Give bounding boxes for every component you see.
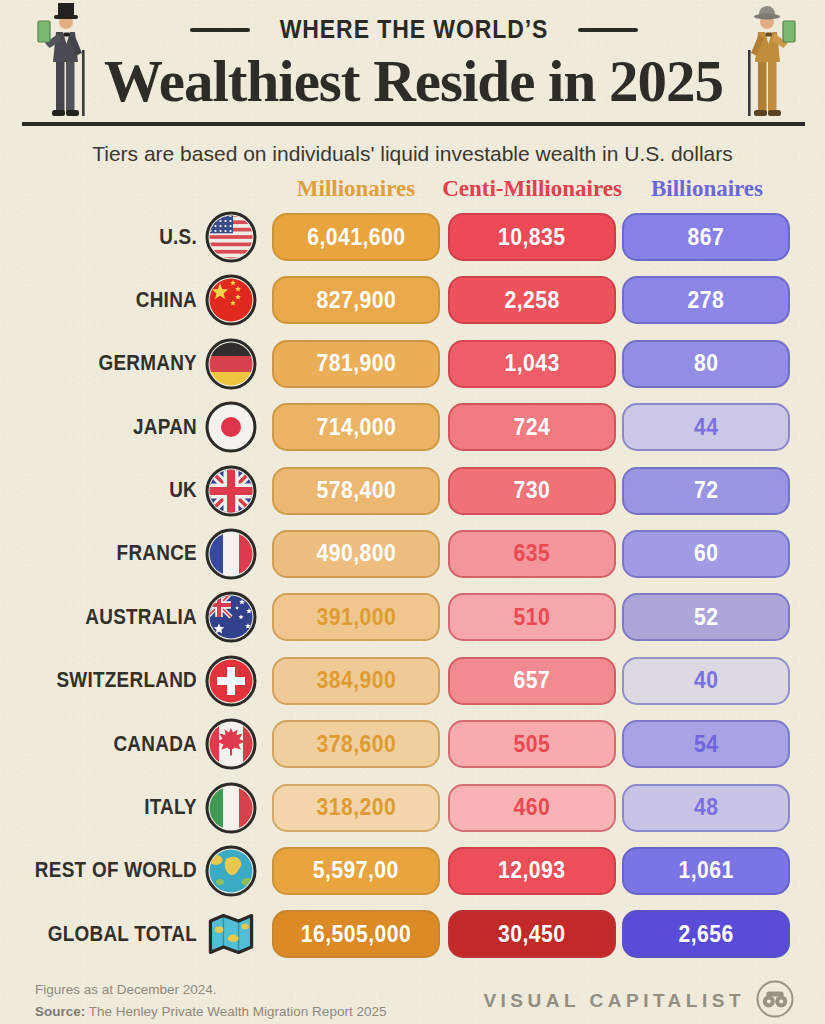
country-label: JAPAN [24, 415, 197, 440]
country-label: CANADA [24, 732, 197, 757]
ca-flag-icon [205, 718, 257, 770]
country-label: ITALY [24, 795, 197, 820]
billionaires-value: 44 [622, 403, 790, 451]
visual-capitalist-logo-icon [755, 979, 795, 1024]
country-label: GLOBAL TOTAL [24, 922, 197, 947]
centi-millionaires-value: 724 [448, 403, 616, 451]
millionaires-value: 318,200 [272, 784, 440, 832]
footer: Figures as at December 2024. Source: The… [0, 974, 825, 1024]
it-flag-icon [205, 782, 257, 834]
table-row: UK 578,400 730 72 [0, 467, 825, 515]
brand-name: VISUAL CAPITALIST [483, 990, 745, 1012]
column-header: Billionaires [651, 176, 763, 202]
billionaires-value: 867 [622, 213, 790, 261]
jp-flag-icon [205, 401, 257, 453]
column-header: Millionaires [297, 176, 415, 202]
source-note: Source: The Henley Private Wealth Migrat… [35, 1001, 386, 1023]
source-label: Source: [35, 1004, 85, 1019]
millionaires-value: 781,900 [272, 340, 440, 388]
map-flag-icon [205, 908, 257, 960]
au-flag-icon [205, 591, 257, 643]
table-row: CHINA 827,900 2,258 278 [0, 276, 825, 324]
billionaires-value: 1,061 [622, 847, 790, 895]
table-row: FRANCE 490,800 635 60 [0, 530, 825, 578]
table-row: CANADA 378,600 505 54 [0, 720, 825, 768]
de-flag-icon [205, 338, 257, 390]
column-header: Centi-Millionaires [442, 176, 622, 202]
cn-flag-icon [205, 274, 257, 326]
rows: U.S. 6,041,600 10,835 867 CHINA 827,900 … [0, 213, 825, 958]
us-flag-icon [205, 211, 257, 263]
centi-millionaires-value: 505 [448, 720, 616, 768]
fr-flag-icon [205, 528, 257, 580]
kicker-text: WHERE THE WORLD’S [279, 15, 548, 44]
centi-millionaires-value: 10,835 [448, 213, 616, 261]
globe-flag-icon [205, 845, 257, 897]
millionaires-value: 6,041,600 [272, 213, 440, 261]
infographic: WHERE THE WORLD’S Wealthiest Reside in 2… [0, 0, 825, 1024]
centi-millionaires-value: 635 [448, 530, 616, 578]
millionaires-value: 714,000 [272, 403, 440, 451]
billionaires-value: 52 [622, 593, 790, 641]
country-label: SWITZERLAND [24, 668, 197, 693]
table-row: ITALY 318,200 460 48 [0, 784, 825, 832]
centi-millionaires-value: 12,093 [448, 847, 616, 895]
country-label: U.S. [24, 225, 197, 250]
column-headers: Millionaires Centi-Millionaires Billionair… [0, 176, 825, 206]
billionaires-value: 48 [622, 784, 790, 832]
table-row: GLOBAL TOTAL 16,505,000 30,450 2,656 [0, 910, 825, 958]
billionaires-value: 54 [622, 720, 790, 768]
billionaires-value: 40 [622, 657, 790, 705]
footnotes: Figures as at December 2024. Source: The… [35, 979, 386, 1024]
millionaires-value: 391,000 [272, 593, 440, 641]
billionaires-value: 278 [622, 276, 790, 324]
ch-flag-icon [205, 655, 257, 707]
country-label: UK [24, 478, 197, 503]
country-label: AUSTRALIA [24, 605, 197, 630]
centi-millionaires-value: 510 [448, 593, 616, 641]
millionaires-value: 384,900 [272, 657, 440, 705]
figures-note: Figures as at December 2024. [35, 979, 386, 1001]
table-row: AUSTRALIA 391,000 510 52 [0, 593, 825, 641]
millionaires-value: 16,505,000 [272, 910, 440, 958]
gb-flag-icon [205, 465, 257, 517]
country-label: GERMANY [24, 351, 197, 376]
centi-millionaires-value: 460 [448, 784, 616, 832]
brand: VISUAL CAPITALIST [483, 979, 795, 1024]
centi-millionaires-value: 30,450 [448, 910, 616, 958]
millionaires-value: 5,597,00 [272, 847, 440, 895]
figurine-tan-suit-man-icon [731, 0, 803, 124]
figurine-tophat-man-icon [30, 0, 102, 124]
billionaires-value: 72 [622, 467, 790, 515]
centi-millionaires-value: 1,043 [448, 340, 616, 388]
billionaires-value: 2,656 [622, 910, 790, 958]
millionaires-value: 490,800 [272, 530, 440, 578]
centi-millionaires-value: 730 [448, 467, 616, 515]
source-text: The Henley Private Wealth Migration Repo… [85, 1004, 386, 1019]
masthead: WHERE THE WORLD’S Wealthiest Reside in 2… [22, 0, 805, 126]
table-row: GERMANY 781,900 1,043 80 [0, 340, 825, 388]
country-label: FRANCE [24, 541, 197, 566]
wealth-table: Millionaires Centi-Millionaires Billionair… [0, 176, 825, 958]
centi-millionaires-value: 2,258 [448, 276, 616, 324]
billionaires-value: 80 [622, 340, 790, 388]
billionaires-value: 60 [622, 530, 790, 578]
table-row: JAPAN 714,000 724 44 [0, 403, 825, 451]
country-label: REST OF WORLD [24, 858, 197, 883]
centi-millionaires-value: 657 [448, 657, 616, 705]
kicker: WHERE THE WORLD’S [22, 0, 805, 44]
millionaires-value: 827,900 [272, 276, 440, 324]
table-row: REST OF WORLD 5,597,00 12,093 1,061 [0, 847, 825, 895]
table-row: U.S. 6,041,600 10,835 867 [0, 213, 825, 261]
millionaires-value: 378,600 [272, 720, 440, 768]
kicker-rule-right [578, 28, 638, 32]
table-row: SWITZERLAND 384,900 657 40 [0, 657, 825, 705]
kicker-rule-left [190, 28, 250, 32]
country-label: CHINA [24, 288, 197, 313]
millionaires-value: 578,400 [272, 467, 440, 515]
subtitle: Tiers are based on individuals' liquid i… [0, 142, 825, 166]
page-title: Wealthiest Reside in 2025 [22, 52, 805, 111]
